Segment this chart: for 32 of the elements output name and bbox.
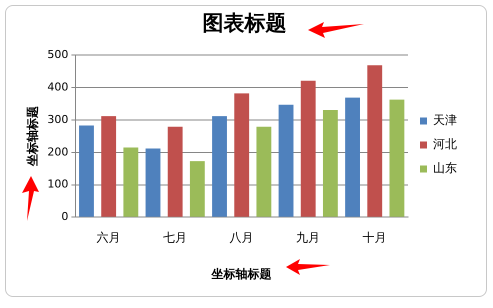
bar [123,148,138,217]
x-tick-label: 十月 [362,230,387,245]
bar [168,126,183,217]
x-tick-label: 八月 [230,230,254,245]
bar [278,104,294,217]
chart-title: 图表标题 [202,10,286,36]
y-tick-label: 500 [47,48,68,62]
bar [212,116,227,217]
y-tick-label: 300 [47,112,68,126]
y-tick-label: 0 [61,210,68,224]
x-axis-title: 坐标轴标题 [210,266,272,281]
bar [256,126,272,217]
y-tick-label: 400 [47,80,68,94]
bar [79,126,94,217]
x-tick-label: 九月 [296,230,320,245]
bar [322,110,338,217]
bar [101,116,116,217]
y-tick-label: 100 [47,178,68,191]
bar [300,80,316,217]
bar [146,148,160,217]
legend-label: 河北 [433,137,457,152]
bar [190,161,205,217]
y-axis-title: 坐标轴标题 [25,106,40,168]
x-tick-label: 六月 [96,230,121,245]
bar [389,100,404,217]
legend-label: 天津 [433,113,457,128]
legend-label: 山东 [433,161,457,176]
bar [367,65,382,217]
bar [234,93,250,217]
x-tick-label: 七月 [163,230,188,245]
y-tick-label: 200 [47,145,68,158]
bar [345,98,360,217]
